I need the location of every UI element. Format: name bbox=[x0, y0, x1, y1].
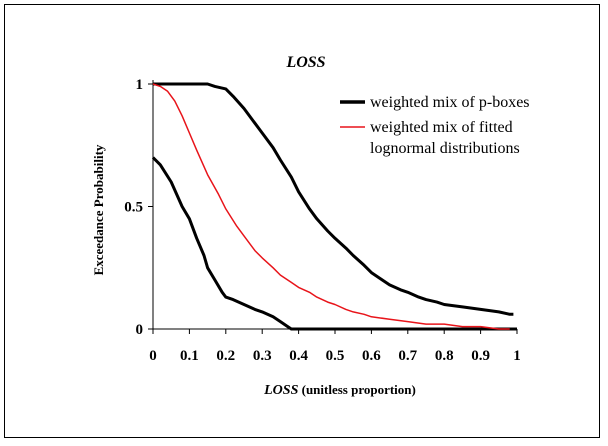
x-tick-label: 0 bbox=[149, 348, 157, 364]
series-line-lognormal-mix bbox=[152, 83, 510, 330]
y-axis-label: Exceedance Probability bbox=[91, 144, 106, 275]
series-line-pbox-upper bbox=[153, 82, 514, 316]
chart-title: LOSS bbox=[285, 54, 325, 71]
legend-label-lognormal-2: lognormal distributions bbox=[370, 140, 520, 157]
y-tick-label: 0 bbox=[136, 322, 144, 338]
x-tick-label: 0.6 bbox=[362, 348, 381, 364]
x-tick-label: 1 bbox=[513, 348, 521, 364]
legend: weighted mix of p-boxes weighted mix of … bbox=[340, 94, 530, 157]
x-tick-label: 0.7 bbox=[398, 348, 417, 364]
x-tick-label: 0.9 bbox=[471, 348, 490, 364]
legend-label-pbox: weighted mix of p-boxes bbox=[370, 94, 530, 111]
x-tick-labels: 0 0.1 0.2 0.3 0.4 0.5 0.6 0.7 0.8 0.9 1 bbox=[149, 329, 521, 364]
x-axis-label: LOSS (unitless proportion) bbox=[263, 382, 416, 398]
x-tick-label: 0.2 bbox=[216, 348, 235, 364]
y-tick-label: 1 bbox=[136, 77, 144, 93]
axes bbox=[152, 80, 517, 330]
series-lines bbox=[151, 82, 517, 331]
x-axis-label-rest: (unitless proportion) bbox=[298, 382, 416, 397]
x-tick-label: 0.5 bbox=[326, 348, 345, 364]
x-tick-label: 0.1 bbox=[180, 348, 199, 364]
series-line-pbox-lower bbox=[151, 156, 517, 331]
legend-label-lognormal-1: weighted mix of fitted bbox=[370, 119, 513, 136]
chart-frame: LOSS 0 0.5 1 0 0.1 0.2 0.3 0.4 0.5 0.6 0.7 0.8 0.9 1… bbox=[4, 4, 600, 438]
x-tick-label: 0.8 bbox=[435, 348, 454, 364]
y-tick-labels: 00.51 bbox=[124, 77, 153, 338]
x-axis-label-italic: LOSS bbox=[263, 383, 298, 398]
y-tick-label: 0.5 bbox=[124, 200, 143, 216]
exceedance-chart: LOSS 00.51 0 0.1 0.2 0.3 0.4 0.5 0.6 0.7 0.8 0.9 1… bbox=[91, 54, 530, 398]
x-tick-label: 0.4 bbox=[289, 348, 308, 364]
x-tick-label: 0.3 bbox=[253, 348, 272, 364]
